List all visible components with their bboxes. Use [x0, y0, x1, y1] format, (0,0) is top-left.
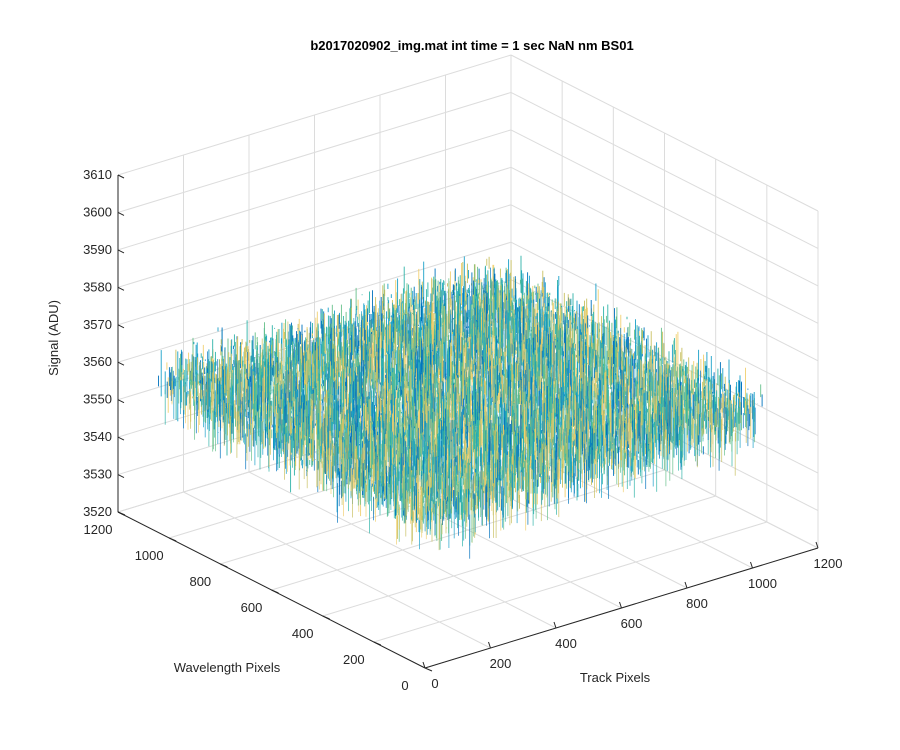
back-wall-grid-line [117, 241, 512, 363]
chart-title: b2017020902_img.mat int time = 1 sec NaN… [310, 38, 633, 53]
back-wall-grid-line [117, 54, 512, 176]
back-wall-grid-line [117, 129, 512, 251]
side-wall-grid-line [510, 54, 819, 212]
side-wall-grid-line [510, 91, 819, 249]
side-wall-grid-line [510, 241, 819, 399]
back-wall-grid-line [117, 204, 512, 326]
noise-surface [158, 255, 763, 559]
back-wall-grid-line [117, 166, 512, 288]
back-wall-grid-line [117, 91, 512, 213]
floor-grid-line [373, 521, 767, 643]
floor-grid-line [322, 495, 716, 617]
side-wall-grid-line [510, 129, 819, 287]
side-wall-grid-line [510, 204, 819, 362]
side-wall-grid-line [510, 166, 819, 324]
